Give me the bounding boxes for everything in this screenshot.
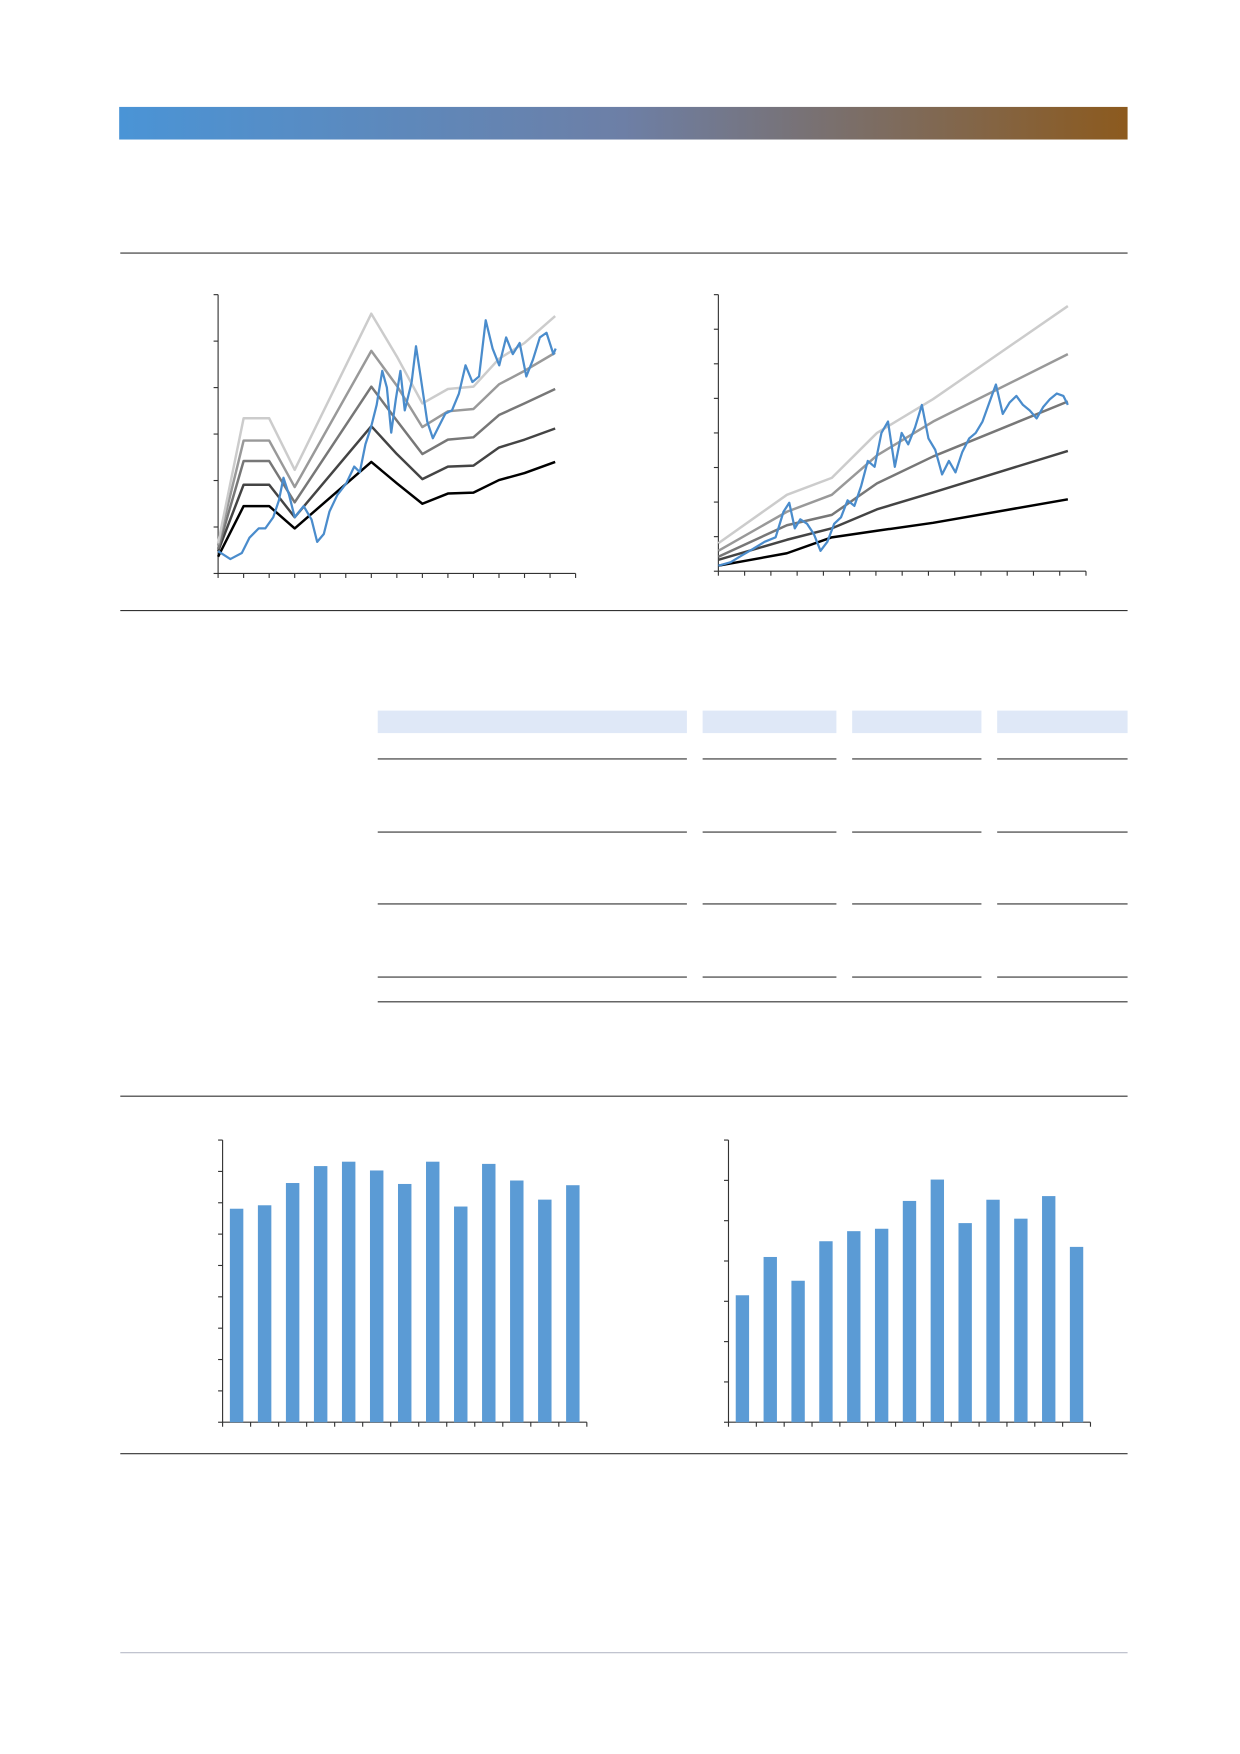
bar [1014,1218,1028,1423]
bar [986,1199,1000,1423]
bar [229,1208,244,1423]
chart [218,1139,588,1427]
table-header-cell [377,710,687,734]
bar [369,1170,384,1423]
line-series [717,353,1069,552]
table-header-cell [997,710,1128,734]
line-series [717,305,1069,545]
bar [454,1206,468,1423]
line-series [216,424,556,552]
bar [791,1280,805,1423]
line-series [216,385,556,550]
line-series [718,449,1069,561]
bar [847,1231,861,1423]
bar [819,1241,833,1423]
bar [341,1161,356,1423]
table-rules [377,758,1128,1003]
header-band [119,106,1128,140]
table [377,710,1128,1003]
bar [285,1183,300,1423]
bar [482,1163,496,1423]
table-header-cell [852,710,982,734]
bar [930,1179,945,1423]
bar [538,1199,552,1423]
table-rule [377,758,1128,1003]
line-series [717,400,1069,558]
line-series [217,319,557,561]
table-header-cell [702,710,837,734]
chart [723,1139,1092,1427]
line-series [718,383,1069,567]
bar [958,1223,972,1423]
bar [313,1166,328,1423]
bar [257,1205,272,1423]
bar [763,1256,777,1423]
chart [713,294,1087,576]
line-series [718,498,1069,567]
line-series [216,349,556,546]
bar [426,1161,440,1423]
section-rules [120,252,1128,1455]
bar [510,1180,524,1423]
bar [397,1183,412,1423]
bar [1069,1246,1084,1423]
bar [1042,1196,1056,1423]
bar [902,1200,917,1423]
bar [874,1228,889,1423]
line-series [216,460,556,558]
bar [566,1185,580,1423]
bar [735,1295,750,1423]
line-series [216,312,556,544]
chart [213,294,577,578]
